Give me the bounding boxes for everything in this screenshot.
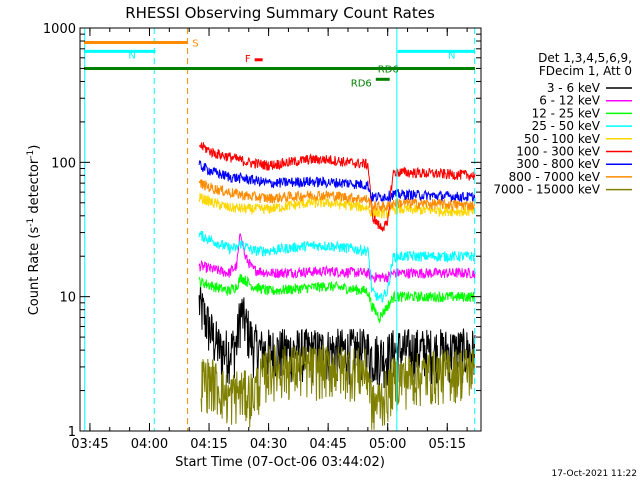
y-axis-label-sup2: -1 [26,150,36,159]
x-tick-label-2: 04:00 [131,437,168,452]
flag-label-6: RD6 [351,78,372,89]
y-axis-label-mid: detector [27,158,42,218]
series-line-6 [199,142,476,232]
y-axis-label-sup1: -1 [26,218,36,227]
legend-label-2: 6 - 12 keV [539,94,601,108]
y-axis-label-main: Count Rate (s [27,227,42,316]
x-tick-label-5: 04:45 [309,437,346,452]
x-tick-label-4: 04:30 [250,437,287,452]
plot-vlines [84,28,476,431]
series-line-4 [198,230,476,303]
flag-label-2: N [128,50,135,61]
legend: Det 1,3,4,5,6,9,FDecim 1, Att 0 3 - 6 keV… [493,51,632,197]
legend-label-5: 50 - 100 keV [524,132,601,146]
legend-header-2: FDecim 1, Att 0 [539,64,632,78]
y-axis-label-end: ) [27,145,42,150]
x-tick-label-7: 05:15 [429,437,466,452]
series-line-2 [198,233,476,284]
legend-label-7: 300 - 800 keV [516,157,600,171]
flag-label-3: N [448,50,455,61]
legend-label-8: 800 - 7000 keV [509,170,601,184]
series-line-1 [198,284,476,389]
y-tick-label-3: 100 [51,156,76,171]
legend-label-9: 7000 - 15000 keV [493,183,600,197]
legend-header-1: Det 1,3,4,5,6,9, [538,51,632,65]
series-line-5 [198,192,476,219]
legend-label-3: 12 - 25 keV [532,106,601,120]
plot-flags: S N N F RD6 RD6 [83,38,476,89]
series-line-9 [200,344,476,430]
legend-label-1: 3 - 6 keV [547,81,601,95]
y-tick-label-2: 10 [59,291,76,306]
series-line-8 [198,179,476,212]
x-tick-label-1: 03:45 [71,437,108,452]
y-tick-label-1: 1 [68,425,76,440]
x-tick-label-6: 05:00 [369,437,406,452]
x-axis-label: Start Time (07-Oct-06 03:44:02) [175,455,385,470]
plot-lines [198,142,476,430]
flag-label-5: RD6 [378,64,399,75]
legend-label-4: 25 - 50 keV [532,119,601,133]
timestamp: 17-Oct-2021 11:22 [552,469,637,479]
series-line-3 [198,273,476,325]
chart-title: RHESSI Observing Summary Count Rates [125,4,435,22]
axis-ticks: 03:45 04:00 04:15 04:30 04:45 05:00 05:15 1 10 10… [43,22,481,452]
plot-frame [79,27,482,432]
y-axis-label: Count Rate (s-1 detector-1) [26,145,42,316]
flag-label-4: F [245,54,251,65]
legend-label-6: 100 - 300 keV [516,145,600,159]
y-tick-label-4: 1000 [43,22,76,37]
x-tick-label-3: 04:15 [190,437,227,452]
series-line-7 [198,160,476,203]
flag-label-1: S [192,38,198,49]
